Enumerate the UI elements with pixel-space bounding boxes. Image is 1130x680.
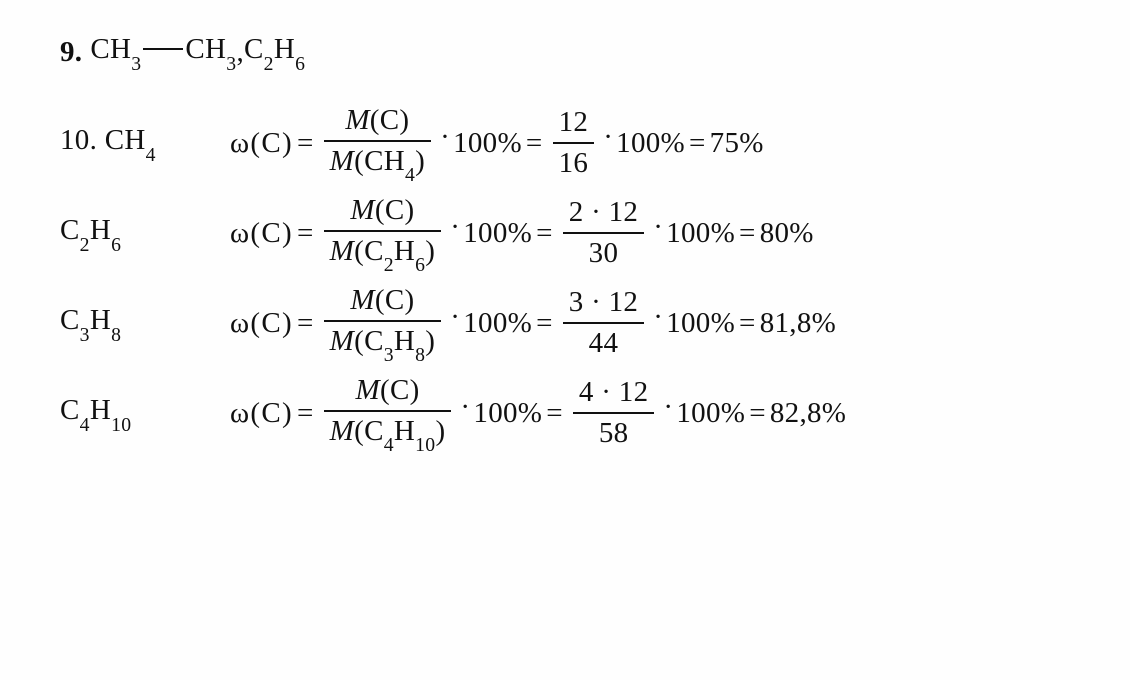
frac-numeric-ch4: 12 16: [553, 105, 595, 181]
frac-numeric-c4h10: 4 · 12 58: [573, 375, 654, 451]
frac-symbolic-c3h8: M(C) M(C3H8): [324, 283, 442, 363]
row-label-c3h8: C3H8: [60, 304, 230, 342]
result-c2h6: 80%: [760, 217, 814, 250]
equation-ch4: (C) = M(C) M(CH4) · 100% = 12 16 · 100% …: [230, 103, 764, 183]
frac-symbolic-c4h10: M(C) M(C4H10): [324, 373, 452, 453]
row-label-ch4: 10. CH4: [60, 124, 230, 162]
line9-rhs: C2H6: [244, 33, 305, 71]
result-c3h8: 81,8%: [760, 307, 836, 340]
omega-symbol: [230, 307, 249, 340]
page: 9. CH3 CH3 , C2H6 10. CH4 (C) = M(C) M(C…: [0, 0, 1130, 498]
line-9: 9. CH3 CH3 , C2H6: [60, 24, 1090, 80]
line9-comma: ,: [236, 36, 244, 69]
row-c2h6: C2H6 (C) = M(C) M(C2H6) · 100% = 2 · 12 …: [60, 188, 1090, 278]
equation-c2h6: (C) = M(C) M(C2H6) · 100% = 2 · 12 30 · …: [230, 193, 814, 273]
bond-icon: [143, 48, 183, 50]
line9-lhs2: CH3: [185, 33, 236, 71]
result-ch4: 75%: [710, 127, 764, 160]
item-number-9: 9.: [60, 36, 82, 69]
result-c4h10: 82,8%: [770, 397, 846, 430]
omega-symbol: [230, 217, 249, 250]
row-label-c4h10: C4H10: [60, 394, 230, 432]
frac-numeric-c3h8: 3 · 12 44: [563, 285, 644, 361]
equation-c4h10: (C) = M(C) M(C4H10) · 100% = 4 · 12 58 ·…: [230, 373, 846, 453]
frac-symbolic-ch4: M(C) M(CH4): [324, 103, 431, 183]
frac-symbolic-c2h6: M(C) M(C2H6): [324, 193, 442, 273]
omega-symbol: [230, 397, 249, 430]
equation-c3h8: (C) = M(C) M(C3H8) · 100% = 3 · 12 44 · …: [230, 283, 836, 363]
frac-numeric-c2h6: 2 · 12 30: [563, 195, 644, 271]
row-ch4: 10. CH4 (C) = M(C) M(CH4) · 100% = 12 16…: [60, 98, 1090, 188]
omega-symbol: [230, 127, 249, 160]
row-label-c2h6: C2H6: [60, 214, 230, 252]
line9-lhs1: CH3: [90, 33, 141, 71]
row-c4h10: C4H10 (C) = M(C) M(C4H10) · 100% = 4 · 1…: [60, 368, 1090, 458]
row-c3h8: C3H8 (C) = M(C) M(C3H8) · 100% = 3 · 12 …: [60, 278, 1090, 368]
